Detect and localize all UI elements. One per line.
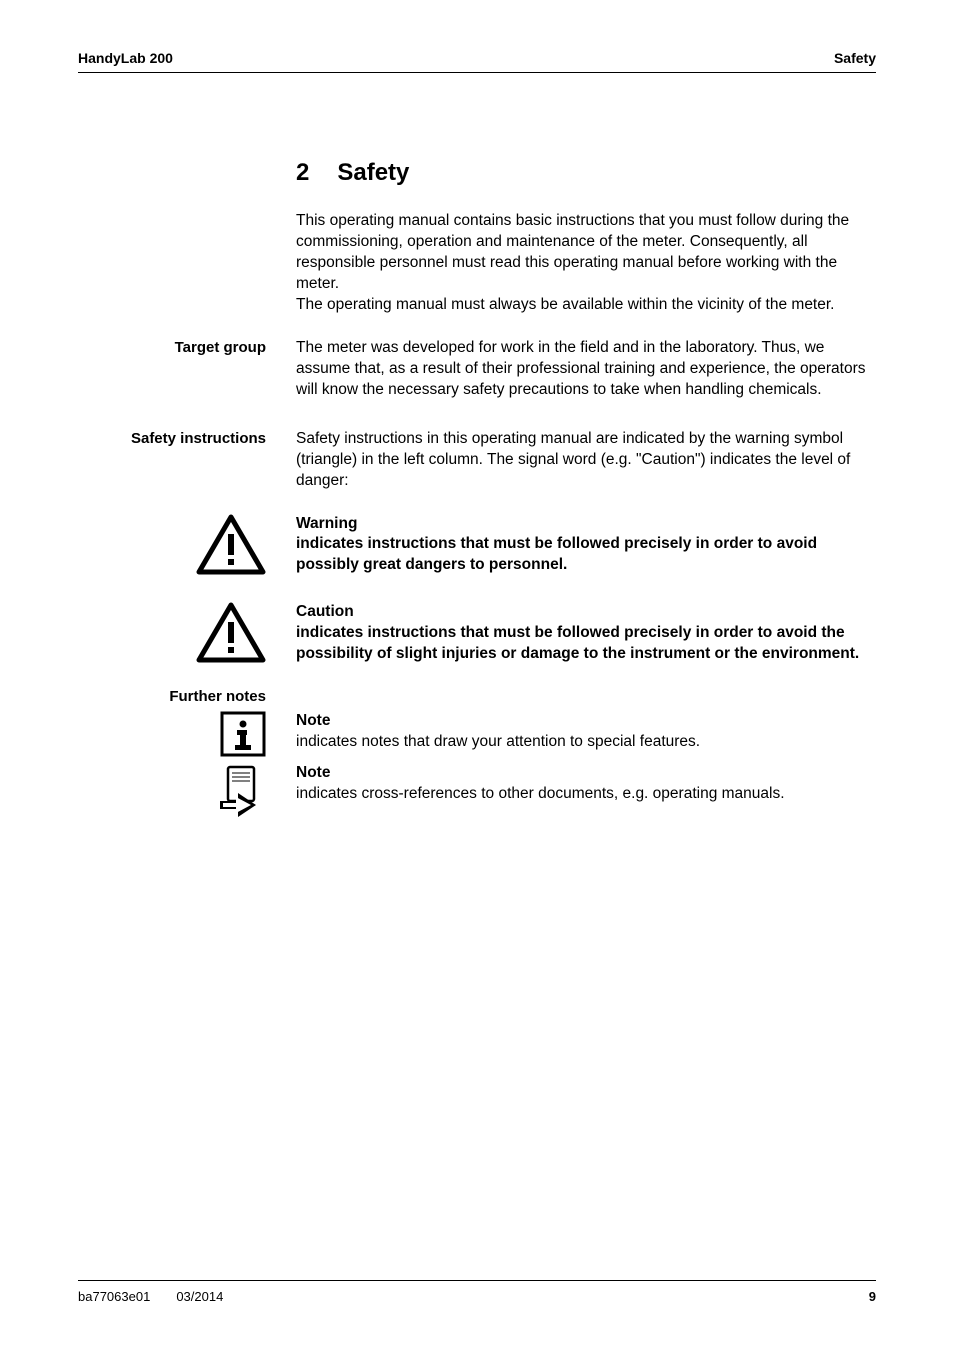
- safety-instructions-text: Safety instructions in this operating ma…: [296, 429, 876, 492]
- safety-instructions-label: Safety instructions: [78, 429, 296, 449]
- warning-title: Warning: [296, 515, 357, 532]
- section-number: 2: [296, 157, 309, 189]
- intro-paragraph-1: This operating manual contains basic ins…: [296, 211, 876, 295]
- footer-code: ba77063e01: [78, 1289, 150, 1304]
- caution-title: Caution: [296, 603, 354, 620]
- footer-date: 03/2014: [176, 1289, 223, 1304]
- target-group-label: Target group: [78, 338, 296, 358]
- header-right: Safety: [834, 50, 876, 66]
- warning-triangle-icon: [196, 514, 266, 576]
- manual-reference-icon: [216, 763, 266, 819]
- note2-title: Note: [296, 764, 330, 781]
- section-title: Safety: [337, 159, 409, 186]
- note1-title: Note: [296, 712, 330, 729]
- caution-triangle-icon: [196, 602, 266, 664]
- header-left: HandyLab 200: [78, 50, 173, 66]
- caution-text: indicates instructions that must be foll…: [296, 623, 876, 665]
- section-heading: 2 Safety: [296, 157, 876, 189]
- footer-page: 9: [869, 1289, 876, 1304]
- note2-text: indicates cross-references to other docu…: [296, 784, 876, 805]
- info-icon: [220, 711, 266, 757]
- intro-paragraph-2: The operating manual must always be avai…: [296, 295, 876, 316]
- warning-text: indicates instructions that must be foll…: [296, 534, 876, 576]
- target-group-text: The meter was developed for work in the …: [296, 338, 876, 401]
- note1-text: indicates notes that draw your attention…: [296, 732, 876, 753]
- further-notes-label: Further notes: [78, 687, 296, 707]
